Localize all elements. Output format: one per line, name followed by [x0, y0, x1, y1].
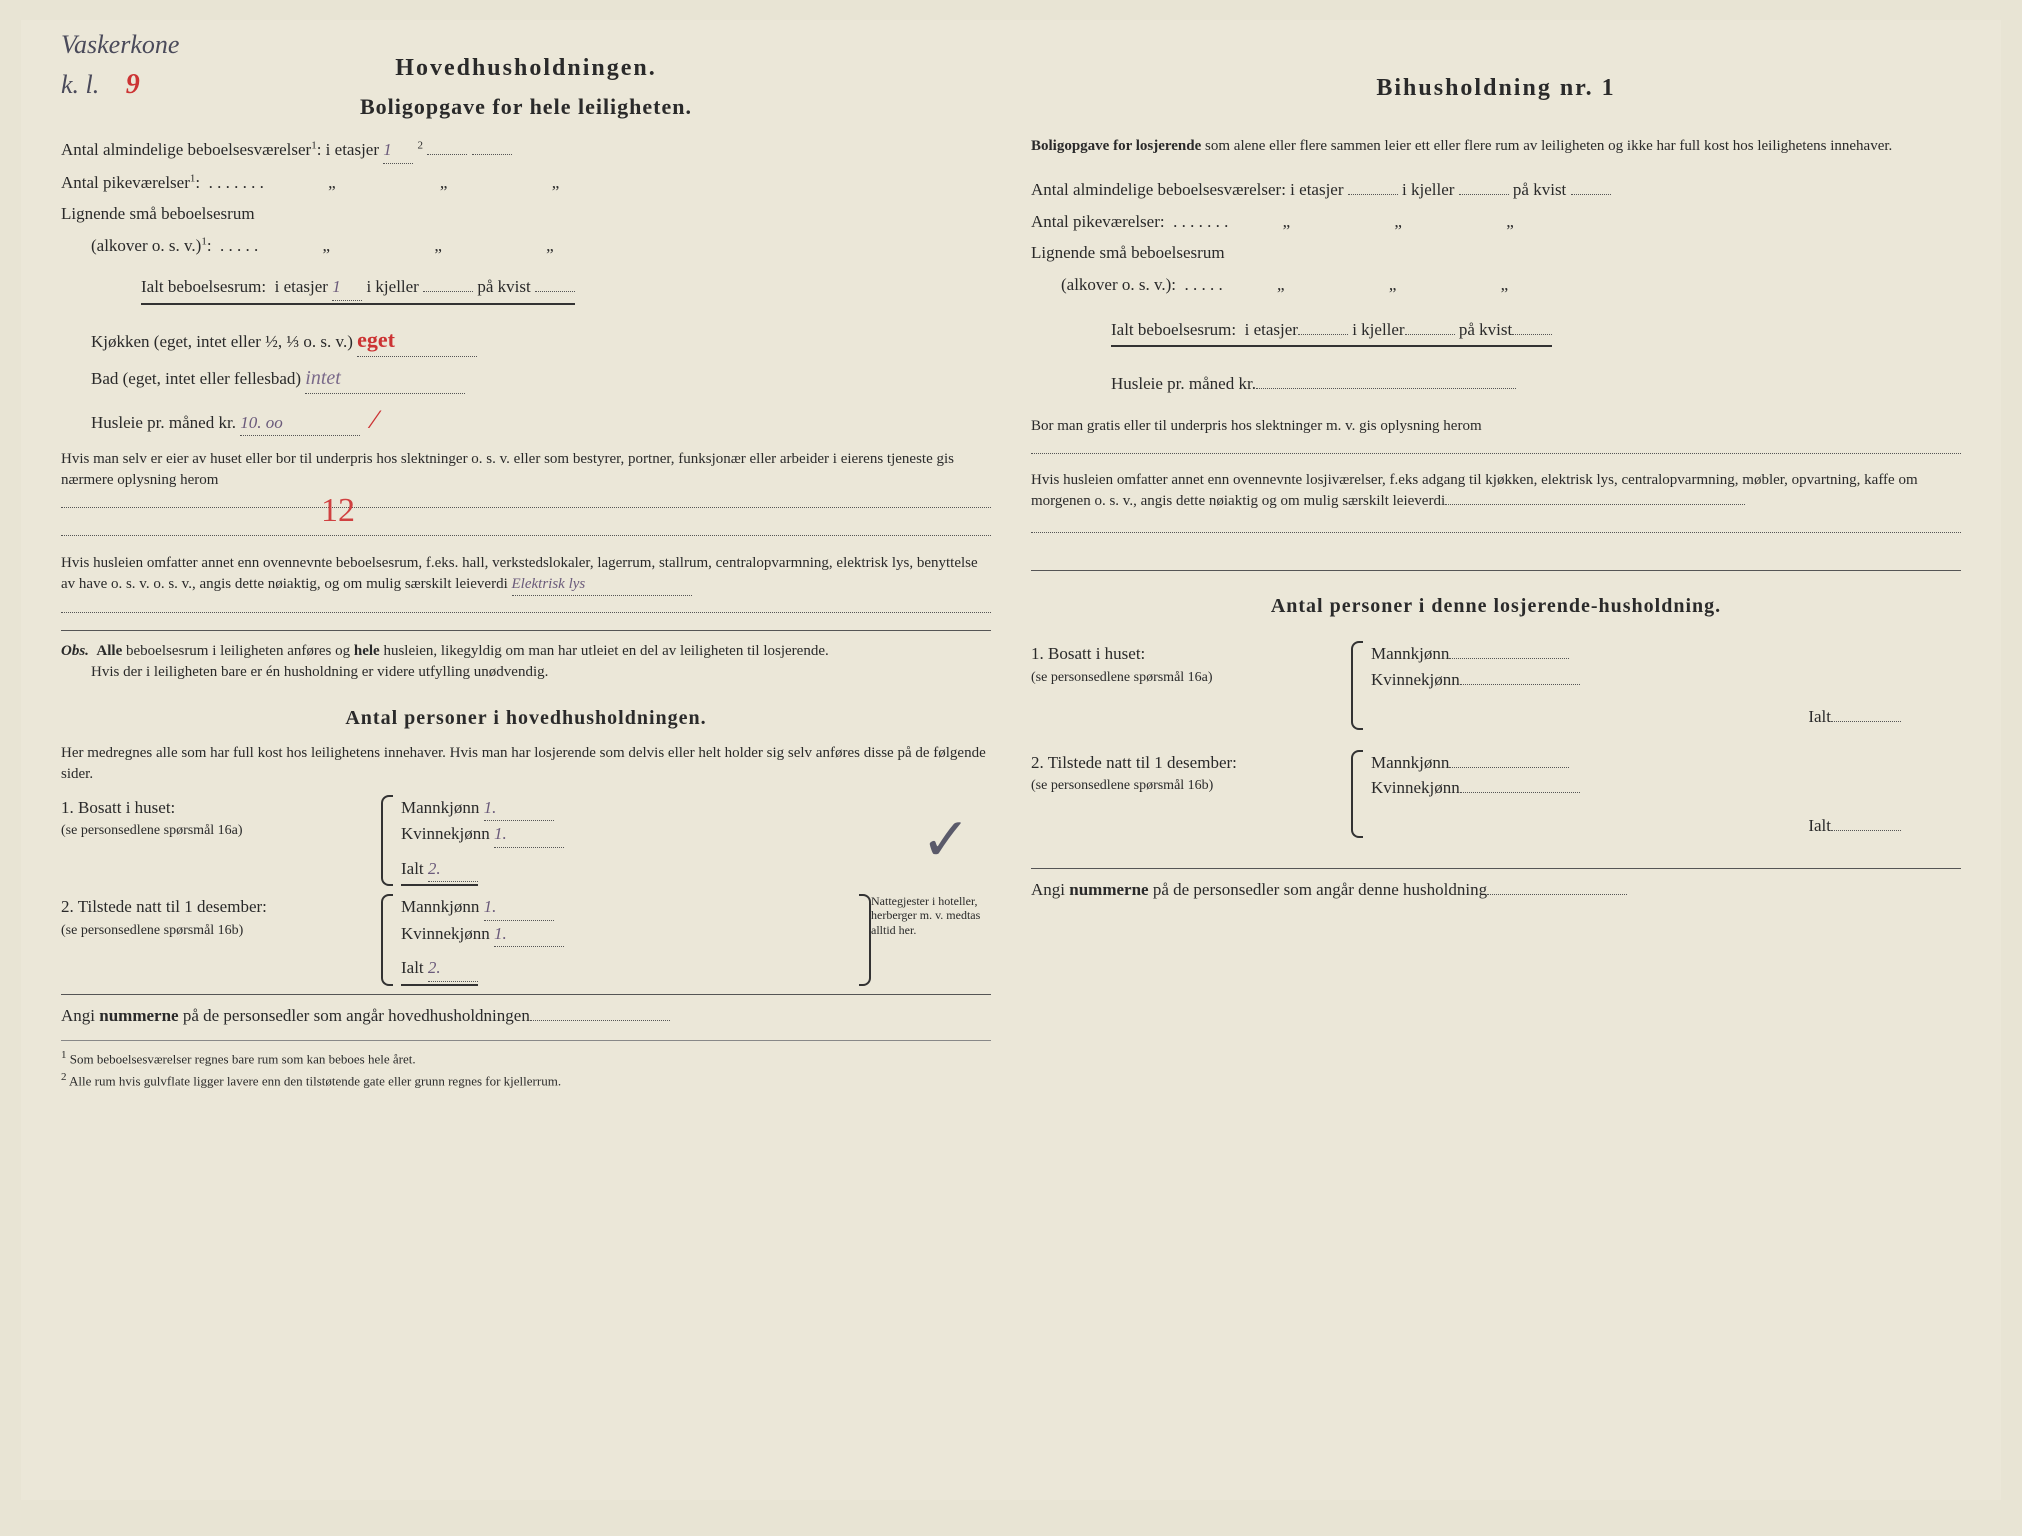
sidenote: Nattegjester i hoteller, herberger m. v.… — [871, 894, 991, 986]
r-angi-line: Angi nummerne på de personsedler som ang… — [1031, 877, 1961, 903]
persons-intro: Her medregnes alle som har full kost hos… — [61, 743, 991, 785]
r-persons-title: Antal personer i denne losjerende-hushol… — [1031, 591, 1961, 621]
kjokken-line: Kjøkken (eget, intet eller ½, ⅓ o. s. v.… — [91, 323, 991, 357]
bosatt-row: 1. Bosatt i huset: (se personsedlene spø… — [61, 795, 991, 887]
r-husleie-note: Hvis husleien omfatter annet enn ovennev… — [1031, 470, 1961, 540]
persons-title: Antal personer i hovedhusholdningen. — [61, 703, 991, 733]
r-rooms-line: Antal almindelige beboelsesværelser: i e… — [1031, 177, 1961, 203]
alkover-line: (alkover o. s. v.)1: . . . . . „ „ „ — [91, 233, 991, 259]
right-column: Bihusholdning nr. 1 Boligopgave for losj… — [1031, 50, 1961, 1470]
r-pike-line: Antal pikeværelser: . . . . . . . „ „ „ — [1031, 209, 1961, 235]
angi-line: Angi nummerne på de personsedler som ang… — [61, 1003, 991, 1029]
r-lignende-line: Lignende små beboelsesrum — [1031, 240, 1961, 266]
handwritten-annotation-top: Vaskerkone k. l. 9 — [61, 25, 179, 106]
r-bosatt-row: 1. Bosatt i huset: (se personsedlene spø… — [1031, 641, 1961, 730]
rooms-line: Antal almindelige beboelsesværelser1: i … — [61, 137, 991, 164]
obs-note: Obs. Alle Alle beboelsesrum i leilighete… — [61, 641, 991, 683]
tilstede-row: 2. Tilstede natt til 1 desember: (se per… — [61, 894, 991, 986]
r-tilstede-row: 2. Tilstede natt til 1 desember: (se per… — [1031, 750, 1961, 839]
r-bor-note: Bor man gratis eller til underpris hos s… — [1031, 416, 1961, 454]
left-column: Vaskerkone k. l. 9 Hovedhusholdningen. B… — [61, 50, 991, 1470]
right-title: Bihusholdning nr. 1 — [1031, 70, 1961, 106]
husleie-note: Hvis husleien omfatter annet enn ovennev… — [61, 553, 991, 620]
r-husleie-line: Husleie pr. måned kr. — [1111, 371, 1961, 397]
lignende-line: Lignende små beboelsesrum — [61, 201, 991, 227]
r-ialt-line: Ialt beboelsesrum: i etasjer i kjeller p… — [1111, 317, 1961, 347]
husleie-line: Husleie pr. måned kr. 10. oo ⁄ — [91, 400, 991, 439]
right-intro: Boligopgave for losjerende som alene ell… — [1031, 136, 1961, 157]
owner-note: Hvis man selv er eier av huset eller bor… — [61, 449, 991, 543]
ialt-line: Ialt beboelsesrum: i etasjer 1 i kjeller… — [141, 274, 991, 305]
checkmark-icon: ✓ — [921, 795, 971, 885]
sub-title: Boligopgave for hele leiligheten. — [61, 90, 991, 123]
document-page: Vaskerkone k. l. 9 Hovedhusholdningen. B… — [21, 20, 2001, 1500]
pike-line: Antal pikeværelser1: . . . . . . . „ „ „ — [61, 170, 991, 196]
footnotes: 1 Som beboelsesværelser regnes bare rum … — [61, 1040, 991, 1091]
bad-line: Bad (eget, intet eller fellesbad) intet — [91, 363, 991, 394]
r-alkover-line: (alkover o. s. v.): . . . . . „ „ „ — [1061, 272, 1961, 298]
main-title: Hovedhusholdningen. — [61, 50, 991, 86]
